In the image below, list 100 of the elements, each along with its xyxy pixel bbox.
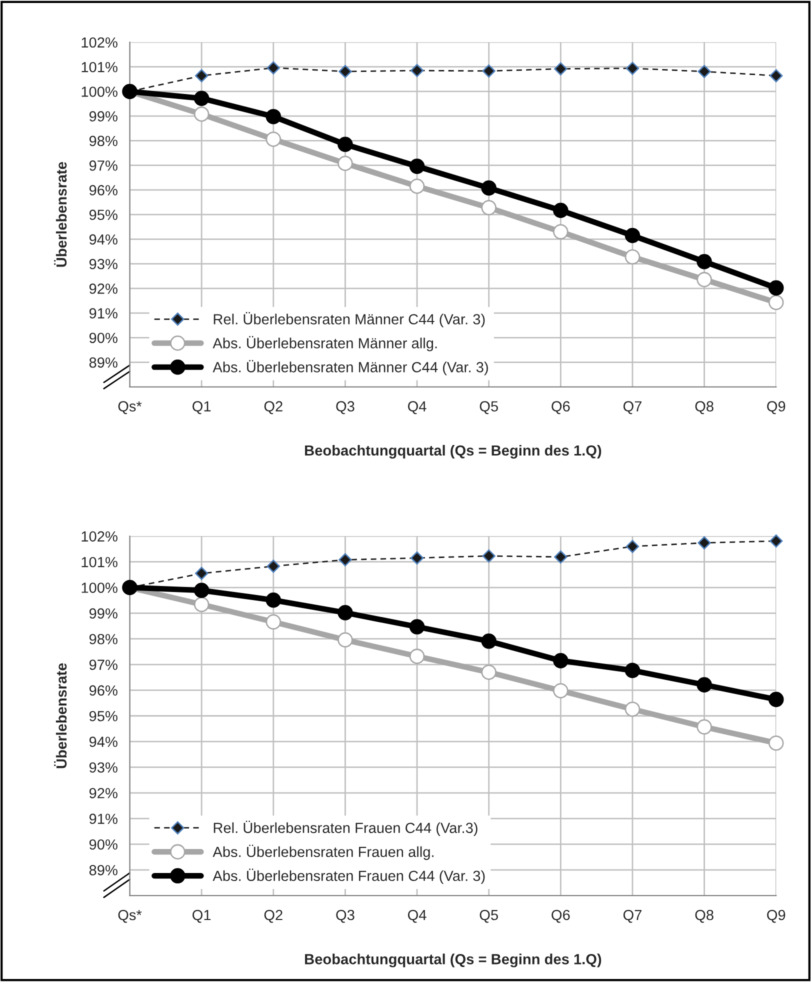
y-tick-label: 102% — [82, 531, 118, 542]
point — [194, 106, 210, 122]
point — [624, 702, 640, 717]
point — [554, 62, 568, 76]
legend-label: Abs. Überlebensraten Frauen C44 (Var. 3) — [212, 868, 485, 884]
y-tick-label: 91% — [89, 814, 118, 824]
point — [266, 560, 280, 573]
legend-label: Abs. Überlebensraten Männer C44 (Var. 3) — [212, 360, 488, 376]
x-tick-label: Q8 — [695, 401, 714, 414]
point — [553, 683, 568, 698]
point — [338, 136, 353, 152]
y-tick-label: 93% — [89, 762, 118, 773]
x-tick-label: Qs* — [118, 401, 142, 414]
x-axis-title: Beobachtungquartal (Qs = Beginn des 1.Q) — [305, 444, 602, 459]
x-tick-label: Q1 — [192, 401, 211, 414]
point — [481, 180, 496, 196]
y-tick-label: 98% — [89, 136, 118, 146]
y-axis-title: Überlebensrate — [54, 663, 67, 768]
point — [338, 553, 352, 566]
point — [266, 592, 282, 608]
y-tick-label: 100% — [82, 582, 118, 593]
point — [338, 64, 352, 78]
point — [768, 294, 784, 310]
point — [266, 61, 280, 74]
y-tick-label: 89% — [89, 357, 118, 368]
point — [266, 108, 282, 124]
x-tick-label: Q4 — [408, 401, 426, 414]
y-tick-label: 90% — [89, 839, 118, 850]
y-tick-label: 97% — [89, 160, 118, 171]
point — [553, 653, 568, 668]
point — [194, 90, 210, 106]
x-tick-label: Q9 — [767, 910, 786, 923]
point — [696, 272, 712, 288]
x-tick-label: Q5 — [480, 910, 498, 923]
x-tick-label: Q2 — [264, 401, 282, 414]
x-tick-label: Q2 — [264, 910, 282, 923]
point — [409, 158, 425, 174]
point — [553, 224, 568, 240]
point — [266, 132, 282, 147]
x-tick-label: Q5 — [480, 401, 498, 414]
y-tick-label: 99% — [89, 608, 118, 619]
x-tick-label: Qs* — [118, 910, 142, 923]
y-tick-label: 96% — [89, 685, 118, 696]
point — [554, 550, 568, 564]
point — [698, 536, 711, 550]
point — [409, 178, 425, 194]
legend-label: Abs. Überlebensraten Männer allg. — [212, 336, 437, 352]
x-tick-label: Q8 — [695, 910, 714, 923]
x-tick-label: Q4 — [408, 910, 426, 923]
y-tick-label: 95% — [89, 710, 118, 722]
point — [768, 735, 784, 751]
point — [410, 64, 424, 78]
point — [624, 249, 640, 265]
point — [410, 551, 424, 565]
y-tick-label: 99% — [89, 111, 118, 122]
y-tick-label: 98% — [89, 634, 118, 644]
x-tick-label: Q3 — [336, 401, 354, 414]
y-tick-label: 96% — [89, 185, 118, 196]
point — [481, 634, 496, 649]
y-tick-label: 92% — [89, 284, 118, 294]
y-tick-label: 91% — [89, 308, 118, 318]
legend-label: Rel. Überlebensraten Männer C44 (Var. 3) — [214, 312, 485, 328]
point — [768, 280, 784, 296]
point — [481, 200, 496, 216]
point — [624, 662, 640, 678]
point — [482, 64, 496, 78]
point — [338, 156, 353, 171]
legend-label: Rel. Überlebensraten Frauen C44 (Var.3) — [214, 820, 478, 836]
x-tick-label: Q9 — [767, 401, 786, 414]
point — [770, 69, 783, 82]
x-tick-label: Q7 — [623, 910, 642, 923]
y-tick-label: 92% — [89, 788, 118, 798]
point — [770, 534, 783, 548]
y-tick-label: 97% — [89, 660, 118, 670]
point — [698, 64, 711, 78]
point — [768, 692, 784, 708]
point — [626, 540, 640, 554]
x-tick-label: Q6 — [552, 910, 570, 923]
point — [553, 202, 568, 218]
point — [624, 228, 640, 244]
point — [194, 566, 208, 580]
point — [482, 549, 496, 563]
y-tick-label: 101% — [82, 62, 118, 72]
y-tick-label: 102% — [82, 37, 118, 48]
point — [696, 719, 712, 735]
point — [194, 582, 210, 598]
point — [409, 648, 425, 664]
x-tick-label: Q6 — [552, 401, 570, 414]
point — [194, 69, 208, 82]
x-tick-label: Q1 — [192, 910, 211, 923]
y-tick-label: 94% — [89, 736, 118, 747]
point — [338, 605, 353, 620]
y-tick-label: 89% — [89, 865, 118, 876]
point — [481, 664, 496, 680]
y-tick-label: 90% — [89, 332, 118, 344]
y-tick-label: 101% — [82, 556, 118, 568]
y-tick-label: 93% — [89, 258, 118, 270]
y-tick-label: 100% — [82, 86, 118, 97]
point — [696, 677, 712, 692]
legend-label: Abs. Überlebensraten Frauen allg. — [212, 844, 434, 860]
